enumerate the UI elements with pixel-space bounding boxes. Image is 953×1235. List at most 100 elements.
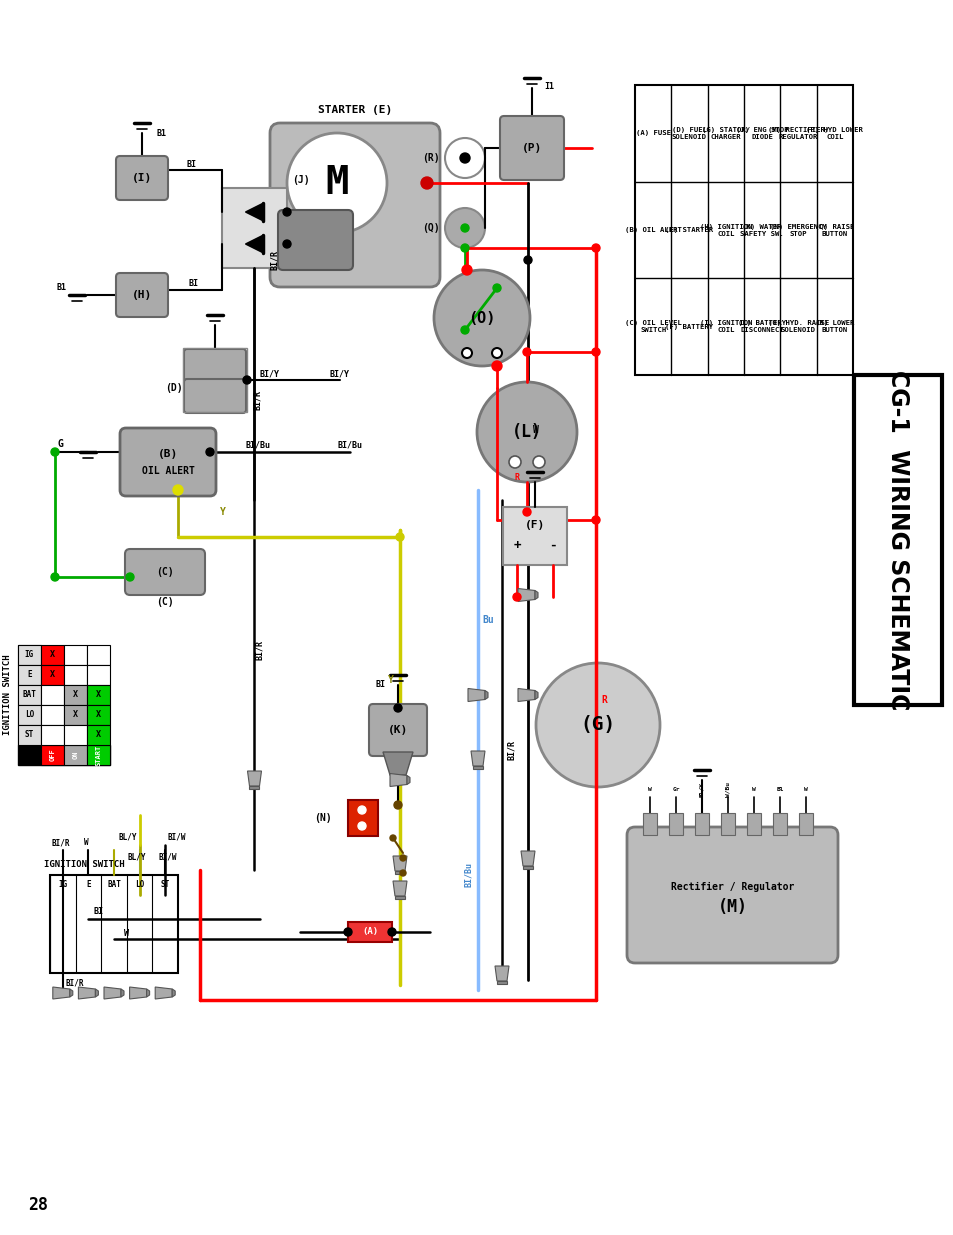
Bar xyxy=(183,348,247,412)
Polygon shape xyxy=(395,897,405,899)
Text: BI/R: BI/R xyxy=(254,640,264,659)
Polygon shape xyxy=(484,690,488,699)
Text: BL/Y: BL/Y xyxy=(118,832,136,841)
Bar xyxy=(41,745,64,764)
Polygon shape xyxy=(130,987,147,999)
Circle shape xyxy=(461,348,472,358)
Text: I1: I1 xyxy=(543,82,554,90)
Text: (N): (N) xyxy=(314,813,332,823)
Text: (N) EMERGENCY
STOP: (N) EMERGENCY STOP xyxy=(769,224,826,236)
Polygon shape xyxy=(52,987,70,999)
Text: B1: B1 xyxy=(57,283,67,291)
Text: ST: ST xyxy=(160,881,170,889)
Circle shape xyxy=(390,835,395,841)
Text: (O) HYD. RAISE
SOLENOID: (O) HYD. RAISE SOLENOID xyxy=(767,320,828,333)
Text: BI/R: BI/R xyxy=(51,839,70,847)
Text: Bl/Y: Bl/Y xyxy=(699,783,703,798)
Text: (Q) RAISE
BUTTON: (Q) RAISE BUTTON xyxy=(814,224,854,236)
Text: E: E xyxy=(86,881,91,889)
FancyBboxPatch shape xyxy=(120,429,215,496)
Bar xyxy=(746,813,760,835)
Text: W: W xyxy=(533,425,538,435)
FancyBboxPatch shape xyxy=(116,156,168,200)
Bar xyxy=(64,725,87,745)
Circle shape xyxy=(344,927,352,936)
Bar xyxy=(348,923,392,942)
Text: STARTER (E): STARTER (E) xyxy=(317,105,392,115)
Text: (R) LOWER
BUTTON: (R) LOWER BUTTON xyxy=(814,320,854,333)
Bar xyxy=(41,705,64,725)
Bar xyxy=(18,645,41,745)
Text: BI: BI xyxy=(93,908,103,916)
Bar xyxy=(87,705,110,725)
Text: (K): (K) xyxy=(388,725,408,735)
Bar xyxy=(502,508,566,564)
Bar xyxy=(18,745,110,764)
Bar xyxy=(720,813,734,835)
Text: IGNITION SWITCH: IGNITION SWITCH xyxy=(44,861,124,869)
Polygon shape xyxy=(520,851,535,866)
Text: (A) FUSE: (A) FUSE xyxy=(635,131,670,136)
Polygon shape xyxy=(517,688,535,701)
FancyBboxPatch shape xyxy=(499,116,563,180)
FancyBboxPatch shape xyxy=(116,273,168,317)
Bar xyxy=(18,705,41,725)
Circle shape xyxy=(394,802,401,809)
Text: (Q): (Q) xyxy=(422,224,439,233)
Circle shape xyxy=(461,266,472,275)
Circle shape xyxy=(460,326,469,333)
Circle shape xyxy=(206,448,213,456)
Text: Y: Y xyxy=(388,676,394,685)
Circle shape xyxy=(493,284,500,291)
FancyBboxPatch shape xyxy=(369,704,427,756)
Circle shape xyxy=(283,240,291,248)
Text: BAT: BAT xyxy=(107,881,121,889)
Bar xyxy=(642,813,657,835)
Text: BI/W: BI/W xyxy=(159,852,177,862)
Polygon shape xyxy=(245,203,263,221)
Circle shape xyxy=(509,456,520,468)
Circle shape xyxy=(172,485,183,495)
Text: BI/Bu: BI/Bu xyxy=(337,441,362,450)
Text: (D): (D) xyxy=(165,383,183,393)
Circle shape xyxy=(51,448,59,456)
Text: (M) RECTIFIER/
REGULATOR: (M) RECTIFIER/ REGULATOR xyxy=(767,127,828,140)
Bar xyxy=(64,705,87,725)
Polygon shape xyxy=(390,773,407,787)
Text: -: - xyxy=(549,538,557,552)
Circle shape xyxy=(513,593,520,601)
Bar xyxy=(41,645,64,664)
Text: (B): (B) xyxy=(157,450,178,459)
Circle shape xyxy=(444,138,484,178)
Polygon shape xyxy=(95,989,98,997)
Bar xyxy=(222,188,287,268)
Text: BI: BI xyxy=(375,680,386,689)
Bar xyxy=(87,745,110,764)
FancyBboxPatch shape xyxy=(270,124,439,287)
Text: X: X xyxy=(50,651,55,659)
Circle shape xyxy=(243,375,251,384)
Text: BI/R: BI/R xyxy=(66,978,84,988)
Text: IG: IG xyxy=(25,651,34,659)
Text: G: G xyxy=(58,438,64,450)
Text: Bu: Bu xyxy=(481,615,494,625)
Circle shape xyxy=(522,348,531,356)
Circle shape xyxy=(522,508,531,516)
Circle shape xyxy=(357,806,366,814)
Circle shape xyxy=(592,516,599,524)
Bar xyxy=(41,685,64,705)
Text: Bl: Bl xyxy=(776,788,783,793)
Circle shape xyxy=(492,361,501,370)
Text: (D) FUEL
SOLENOID: (D) FUEL SOLENOID xyxy=(671,127,706,140)
Bar xyxy=(64,745,87,764)
Text: B1: B1 xyxy=(157,128,167,137)
Text: (C) OIL LEVEL
SWITCH: (C) OIL LEVEL SWITCH xyxy=(624,320,680,333)
Polygon shape xyxy=(473,766,482,769)
Text: (M): (M) xyxy=(717,898,747,916)
Circle shape xyxy=(476,382,577,482)
Bar xyxy=(18,645,41,664)
Text: (P) HYD LOWER
COIL: (P) HYD LOWER COIL xyxy=(805,127,862,140)
Text: (L) BATTERY
DISCONNECT: (L) BATTERY DISCONNECT xyxy=(738,320,785,333)
Polygon shape xyxy=(245,235,263,253)
Text: W: W xyxy=(647,788,651,793)
